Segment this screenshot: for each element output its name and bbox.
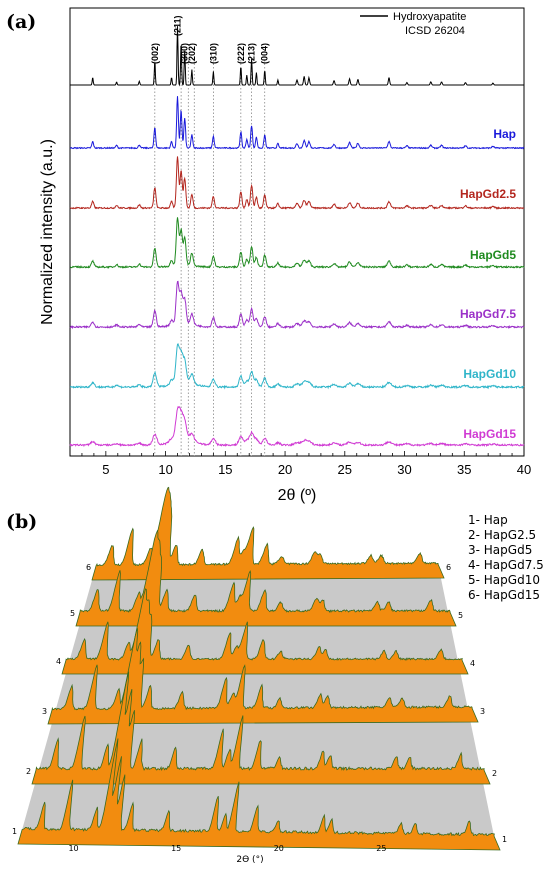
b-layer-number-left-1: 1	[12, 827, 17, 836]
b-x-tick-label-2: 15	[171, 844, 181, 853]
b-layer-number-left-5: 5	[70, 609, 75, 618]
series-line-2	[69, 96, 525, 150]
b-layer-5	[75, 529, 457, 627]
b-x-axis-title: 2ϴ (°)	[236, 855, 263, 865]
panel-b: (b) 6 65 54 43 32 211 10 15 20 25 2ϴ (°) 1- Hap2…	[6, 486, 544, 865]
miller-index-7: (213)	[247, 43, 257, 64]
series-label-5: HapGd7.5	[460, 307, 516, 321]
panel-a: (a) (002) (211) (300)(202) (310) (222) (213)(…	[6, 7, 531, 504]
x-tick-label-7: 35	[457, 462, 471, 477]
series-line-6	[69, 342, 525, 390]
x-axis-title: 2θ (º)	[278, 487, 317, 504]
series-label-group: Hap HapGd2.5 HapGd5 HapGd7.5 HapGd10 HapGd15	[460, 127, 516, 441]
b-legend-item-3: 3- HapGd5	[468, 543, 532, 557]
legend: Hydroxyapatite ICSD 26204	[360, 11, 466, 37]
series-line-1	[70, 26, 524, 87]
miller-index-2: (211)	[173, 15, 183, 36]
series-line-4	[69, 217, 525, 270]
miller-index-5: (310)	[208, 43, 218, 64]
b-layer-number-left-4: 4	[56, 657, 61, 666]
miller-index-4: (202)	[187, 43, 197, 64]
x-tick-label-3: 15	[218, 462, 232, 477]
reference-line-group	[154, 60, 266, 456]
x-tick-label-8: 40	[517, 462, 531, 477]
series-line-7	[69, 406, 525, 448]
panel-a-frame	[69, 7, 525, 457]
x-tick-label-5: 25	[338, 462, 352, 477]
miller-index-3: (300)	[180, 43, 190, 64]
b-x-tick-label-4: 25	[376, 844, 386, 853]
y-axis-title: Normalized intensity (a.u.)	[39, 139, 56, 325]
series-label-2: Hap	[493, 127, 516, 141]
miller-index-1: (002)	[150, 43, 160, 64]
x-tick-label-6: 30	[397, 462, 411, 477]
x-tick-group: 5 10 15 20 25 30 35 40	[69, 451, 531, 477]
series-line-5	[69, 280, 525, 330]
series-label-7: HapGd15	[463, 427, 516, 441]
b-layer-number-right-2: 2	[492, 769, 497, 778]
x-tick-label-1: 5	[102, 462, 109, 477]
b-legend-item-4: 4- HapGd7.5	[468, 558, 544, 572]
b-layer-number-right-6: 6	[446, 563, 451, 572]
series-line-3	[69, 156, 525, 210]
b-layer-number-right-3: 3	[480, 707, 485, 716]
b-layer-number-left-3: 3	[42, 707, 47, 716]
b-layer-1	[17, 738, 501, 851]
legend-label-2: ICSD 26204	[405, 25, 465, 37]
series-label-6: HapGd10	[463, 367, 516, 381]
b-layer-number-left-6: 6	[86, 563, 91, 572]
b-x-tick-label-1: 10	[68, 844, 78, 853]
series-label-4: HapGd5	[470, 248, 516, 262]
series-label-3: HapGd2.5	[460, 187, 516, 201]
series-group	[69, 26, 525, 448]
b-legend-item-5: 5- HapGd10	[468, 573, 540, 587]
b-legend-item-1: 1- Hap	[468, 513, 508, 527]
x-tick-label-2: 10	[158, 462, 172, 477]
panel-a-label: (a)	[6, 11, 36, 33]
legend-label-1: Hydroxyapatite	[393, 11, 466, 23]
b-legend-item-6: 6- HapGd15	[468, 588, 540, 602]
miller-index-8: (004)	[260, 43, 270, 64]
b-layer-number-right-5: 5	[458, 611, 463, 620]
x-tick-label-4: 20	[278, 462, 292, 477]
b-layer-number-right-4: 4	[470, 659, 475, 668]
miller-index-group: (002) (211) (300)(202) (310) (222) (213) (004)	[150, 15, 270, 64]
b-layer-2	[31, 671, 491, 785]
panel-b-label: (b)	[6, 511, 37, 533]
b-x-tick-group: 10 15 20 25	[68, 844, 386, 853]
miller-index-6: (222)	[236, 43, 246, 64]
b-layer-number-right-1: 1	[502, 835, 507, 844]
b-x-tick-label-3: 20	[274, 844, 284, 853]
b-layer-6	[91, 486, 445, 581]
b-legend-item-2: 2- HapG2.5	[468, 528, 536, 542]
waterfall-3d-plot: 6 6 5 5 4 4 3 3 2 2 1 1	[12, 486, 507, 851]
b-layer-number-left-2: 2	[26, 767, 31, 776]
